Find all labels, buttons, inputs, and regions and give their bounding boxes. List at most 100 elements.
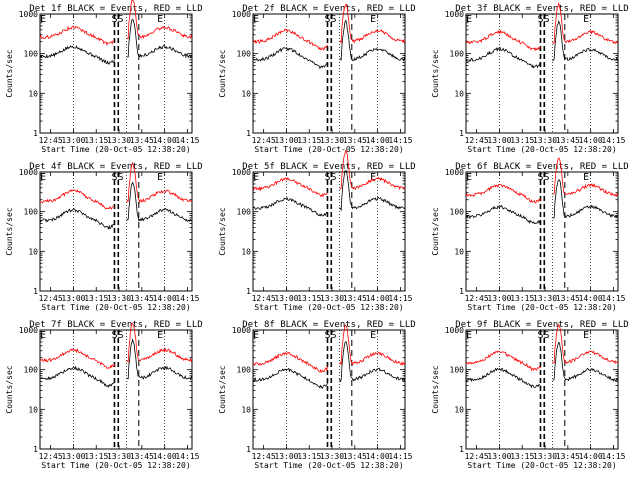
plot-frame: [465, 13, 619, 134]
series-events-line: [252, 196, 328, 217]
y-tick-label: 10: [454, 89, 464, 98]
y-tick-label: 10: [454, 405, 464, 414]
series-lld-line: [339, 150, 406, 191]
x-tick-label: 13:45: [130, 452, 154, 461]
flag-label: E: [40, 330, 46, 341]
x-tick-label: 13:00: [61, 136, 85, 145]
x-tick-label: 14:00: [366, 294, 390, 303]
plot-frame: [252, 171, 406, 292]
x-tick-label: 14:15: [388, 136, 412, 145]
x-tick-label: 12:45: [465, 136, 489, 145]
x-tick-label: 14:00: [579, 136, 603, 145]
plot-frame: [39, 329, 193, 450]
detector-panel-2: Det 2f BLACK = Events, RED = LLD 1 10 100 10…: [218, 3, 416, 154]
panel-title: Det 5f BLACK = Events, RED = LLD: [242, 162, 415, 172]
flag-label: E: [370, 172, 376, 183]
plot-frame: [252, 329, 406, 450]
x-tick-label: 14:15: [388, 294, 412, 303]
x-tick-label: 13:15: [84, 136, 108, 145]
flag-label: SS: [324, 172, 336, 183]
series-events-line: [39, 208, 115, 230]
x-tick-label: 13:15: [297, 452, 321, 461]
series-lld-line: [126, 0, 193, 40]
x-tick-label: 13:00: [487, 136, 511, 145]
detector-panel-7: Det 7f BLACK = Events, RED = LLD 1 10 100 10…: [5, 320, 203, 470]
x-tick-label: 13:30: [320, 452, 344, 461]
x-tick-label: 14:15: [175, 136, 199, 145]
x-axis-label: Start Time (20-Oct-05 12:38:20): [41, 303, 190, 312]
series-lld-line: [252, 177, 328, 198]
flag-label: E: [583, 330, 589, 341]
series-lld-line: [126, 161, 193, 204]
x-axis-label: Start Time (20-Oct-05 12:38:20): [254, 303, 403, 312]
y-tick-label: 1000: [19, 168, 38, 177]
y-tick-label: 100: [450, 208, 465, 217]
y-tick-label: 1: [33, 445, 38, 454]
flag-label: SS: [537, 14, 549, 25]
x-tick-label: 13:45: [343, 294, 367, 303]
y-axis-label: Counts/sec: [218, 207, 227, 255]
series-events-line: [552, 341, 619, 382]
y-tick-label: 1: [459, 445, 464, 454]
x-tick-label: 13:45: [556, 294, 580, 303]
panel-title: Det 9f BLACK = Events, RED = LLD: [455, 320, 628, 330]
y-tick-label: 1: [33, 287, 38, 296]
series-lld-line: [465, 183, 541, 204]
series-lld-line: [126, 322, 193, 363]
series-lld-line: [39, 348, 115, 369]
x-tick-label: 13:45: [130, 294, 154, 303]
y-axis-label: Counts/sec: [218, 365, 227, 413]
y-tick-label: 1: [246, 129, 251, 138]
y-tick-label: 1000: [232, 326, 251, 335]
y-axis-label: Counts/sec: [431, 365, 440, 413]
flag-label: E: [253, 330, 259, 341]
detector-panel-1: Det 1f BLACK = Events, RED = LLD 1 10 100 10…: [5, 0, 203, 154]
flag-label: E: [370, 14, 376, 25]
panel-title: Det 8f BLACK = Events, RED = LLD: [242, 320, 415, 330]
y-axis-label: Counts/sec: [5, 207, 14, 255]
y-tick-label: 100: [450, 366, 465, 375]
series-events-line: [339, 170, 406, 212]
y-tick-label: 10: [241, 405, 251, 414]
flag-label: E: [157, 330, 163, 341]
flag-label: E: [253, 172, 259, 183]
panel-title: Det 1f BLACK = Events, RED = LLD: [29, 4, 202, 14]
panel-title: Det 7f BLACK = Events, RED = LLD: [29, 320, 202, 330]
flag-label: SS: [111, 172, 123, 183]
x-tick-label: 13:30: [320, 294, 344, 303]
x-tick-label: 13:30: [107, 452, 131, 461]
x-tick-label: 13:30: [107, 294, 131, 303]
flag-label: E: [40, 172, 46, 183]
y-tick-label: 10: [28, 247, 38, 256]
series-events-line: [465, 204, 541, 225]
x-tick-label: 12:45: [252, 294, 276, 303]
detector-panel-9: Det 9f BLACK = Events, RED = LLD 1 10 100 10…: [431, 320, 629, 470]
x-axis-label: Start Time (20-Oct-05 12:38:20): [467, 145, 616, 154]
x-tick-label: 13:00: [274, 294, 298, 303]
flag-label: E: [466, 14, 472, 25]
x-tick-label: 12:45: [252, 136, 276, 145]
series-lld-line: [39, 188, 115, 210]
x-tick-label: 13:45: [130, 136, 154, 145]
y-tick-label: 10: [241, 247, 251, 256]
x-axis-label: Start Time (20-Oct-05 12:38:20): [41, 461, 190, 470]
y-tick-label: 1000: [19, 326, 38, 335]
x-tick-label: 13:00: [487, 452, 511, 461]
x-axis-label: Start Time (20-Oct-05 12:38:20): [254, 461, 403, 470]
y-tick-label: 100: [24, 366, 39, 375]
y-tick-label: 100: [24, 208, 39, 217]
flag-label: E: [583, 14, 589, 25]
x-tick-label: 13:45: [556, 452, 580, 461]
x-tick-label: 13:15: [297, 136, 321, 145]
flag-label: SS: [111, 330, 123, 341]
y-tick-label: 1: [246, 287, 251, 296]
series-lld-line: [465, 350, 541, 372]
y-tick-label: 10: [241, 89, 251, 98]
x-axis-label: Start Time (20-Oct-05 12:38:20): [467, 303, 616, 312]
y-tick-label: 1000: [19, 10, 38, 19]
y-tick-label: 1000: [445, 326, 464, 335]
plot-frame: [465, 171, 619, 292]
flag-label: E: [157, 14, 163, 25]
flag-label: E: [466, 330, 472, 341]
